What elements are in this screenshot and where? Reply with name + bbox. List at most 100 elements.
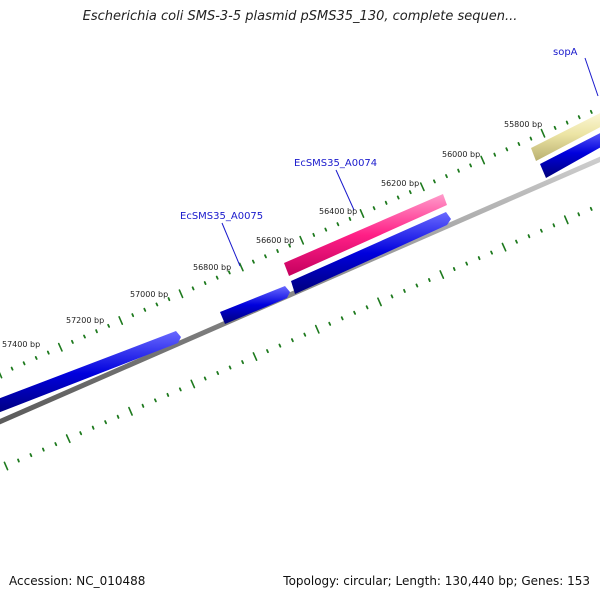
inner-ruler-tick bbox=[252, 352, 258, 362]
accession-text: Accession: NC_010488 bbox=[9, 574, 146, 588]
inner-ruler-tick bbox=[266, 349, 269, 354]
outer-ruler-tick bbox=[118, 315, 124, 326]
outer-ruler-tick bbox=[396, 195, 400, 200]
outer-ruler-tick bbox=[251, 259, 255, 264]
ruler-label-56200: 56200 bp bbox=[381, 179, 419, 188]
outer-ruler-tick bbox=[155, 302, 159, 307]
outer-ruler-tick bbox=[95, 329, 98, 334]
gene-label-ecsms35-a0075[interactable]: EcSMS35_A0075 bbox=[180, 211, 263, 222]
outer-ruler-tick bbox=[372, 206, 376, 211]
inner-ruler-tick bbox=[278, 343, 282, 348]
outer-ruler-tick bbox=[191, 286, 195, 291]
outer-ruler-tick bbox=[505, 147, 509, 152]
outer-ruler-tick bbox=[553, 125, 557, 130]
outer-ruler-tick bbox=[131, 313, 135, 318]
inner-ruler-tick bbox=[427, 277, 431, 283]
inner-ruler-tick bbox=[54, 442, 58, 447]
ruler-label-57000: 57000 bp bbox=[130, 290, 168, 299]
inner-ruler-tick bbox=[515, 239, 518, 244]
outer-ruler-tick bbox=[480, 155, 486, 165]
inner-ruler-tick bbox=[328, 321, 332, 326]
gene-label-sopa[interactable]: sopA bbox=[553, 47, 578, 58]
outer-ruler-tick bbox=[445, 174, 448, 179]
outer-ruler-tick bbox=[288, 243, 292, 248]
inner-ruler-tick bbox=[203, 376, 207, 381]
inner-ruler-tick bbox=[563, 215, 569, 225]
map-title: Escherichia coli SMS-3-5 plasmid pSMS35_… bbox=[82, 9, 518, 24]
inner-ruler-tick bbox=[303, 332, 307, 337]
inner-ruler-tick bbox=[577, 212, 581, 217]
outer-ruler-tick bbox=[540, 128, 546, 138]
outer-ruler-tick bbox=[432, 179, 436, 184]
inner-ruler-tick bbox=[42, 447, 45, 452]
outer-ruler-tick bbox=[238, 262, 244, 272]
outer-ruler-tick bbox=[577, 115, 581, 120]
ecsms35-a0075-leader-line bbox=[221, 222, 241, 267]
outer-ruler-tick bbox=[46, 350, 50, 355]
gene-label-ecsms35-a0074[interactable]: EcSMS35_A0074 bbox=[294, 158, 377, 169]
outer-ruler-tick bbox=[348, 216, 352, 221]
outer-ruler-tick bbox=[312, 232, 316, 237]
inner-ruler-tick bbox=[3, 461, 9, 471]
inner-ruler-tick bbox=[501, 242, 507, 252]
outer-ruler-tick bbox=[34, 355, 38, 360]
outer-ruler-tick bbox=[469, 163, 473, 168]
inner-ruler-tick bbox=[178, 387, 182, 392]
outer-ruler-tick bbox=[517, 141, 521, 147]
outer-ruler-tick bbox=[419, 182, 425, 192]
inner-ruler-tick bbox=[552, 223, 556, 228]
ruler-label-55800: 55800 bp bbox=[504, 120, 542, 129]
outer-ruler-tick bbox=[529, 136, 533, 141]
inner-ruler-tick bbox=[166, 392, 170, 397]
outer-ruler-tick bbox=[299, 235, 305, 245]
inner-ruler-tick bbox=[465, 261, 469, 266]
outer-ruler-tick bbox=[589, 109, 593, 114]
outer-ruler-tick bbox=[336, 222, 340, 227]
inner-ruler-tick bbox=[452, 266, 456, 272]
outer-ruler-tick bbox=[22, 361, 26, 366]
inner-ruler-tick bbox=[190, 379, 196, 389]
inner-ruler-tick bbox=[589, 206, 593, 211]
outer-ruler-tick bbox=[0, 371, 3, 379]
inner-ruler-tick bbox=[290, 338, 294, 343]
inner-ruler-tick bbox=[403, 288, 406, 293]
outer-ruler bbox=[0, 109, 593, 379]
ruler-label-56000: 56000 bp bbox=[442, 150, 480, 159]
outer-ruler-tick bbox=[324, 227, 328, 232]
outer-ruler-tick bbox=[10, 366, 14, 371]
inner-ruler-tick bbox=[141, 403, 145, 408]
cds-feature-ecsms35-a0075[interactable] bbox=[220, 286, 290, 324]
inner-ruler-tick bbox=[490, 250, 494, 255]
outer-ruler-tick bbox=[215, 275, 219, 280]
inner-ruler-tick bbox=[116, 414, 120, 419]
outer-ruler-tick bbox=[384, 200, 388, 205]
gene-feature-sopa[interactable] bbox=[531, 108, 600, 161]
outer-ruler-tick bbox=[493, 152, 497, 157]
ruler-label-56400: 56400 bp bbox=[319, 207, 357, 216]
outer-ruler-tick bbox=[227, 270, 231, 275]
outer-ruler-tick bbox=[83, 334, 86, 339]
cds-feature-left[interactable] bbox=[0, 331, 181, 416]
inner-ruler-tick bbox=[353, 310, 357, 315]
gene-feature-ecsms35-a0074[interactable] bbox=[284, 194, 447, 276]
inner-ruler-tick bbox=[128, 406, 133, 416]
outer-ruler-tick bbox=[276, 248, 279, 254]
inner-ruler-tick bbox=[17, 458, 20, 463]
inner-ruler-tick bbox=[153, 398, 157, 403]
inner-ruler-tick bbox=[65, 434, 71, 444]
inner-ruler-tick bbox=[241, 360, 245, 365]
cds-feature-sopa[interactable] bbox=[540, 128, 600, 178]
ruler-label-57200: 57200 bp bbox=[66, 316, 104, 325]
outer-ruler-tick bbox=[565, 120, 569, 125]
inner-ruler-tick bbox=[377, 297, 382, 307]
inner-ruler-tick bbox=[477, 256, 481, 261]
inner-ruler-tick bbox=[527, 234, 531, 239]
outer-ruler-tick bbox=[167, 297, 171, 302]
inner-ruler-tick bbox=[540, 228, 543, 233]
inner-ruler-tick bbox=[228, 365, 232, 370]
cds-feature-ecsms35-a0074[interactable] bbox=[291, 212, 451, 294]
outer-ruler-tick bbox=[457, 168, 460, 173]
outer-ruler-tick bbox=[203, 281, 207, 286]
topology-summary-text: Topology: circular; Length: 130,440 bp; … bbox=[283, 574, 590, 588]
